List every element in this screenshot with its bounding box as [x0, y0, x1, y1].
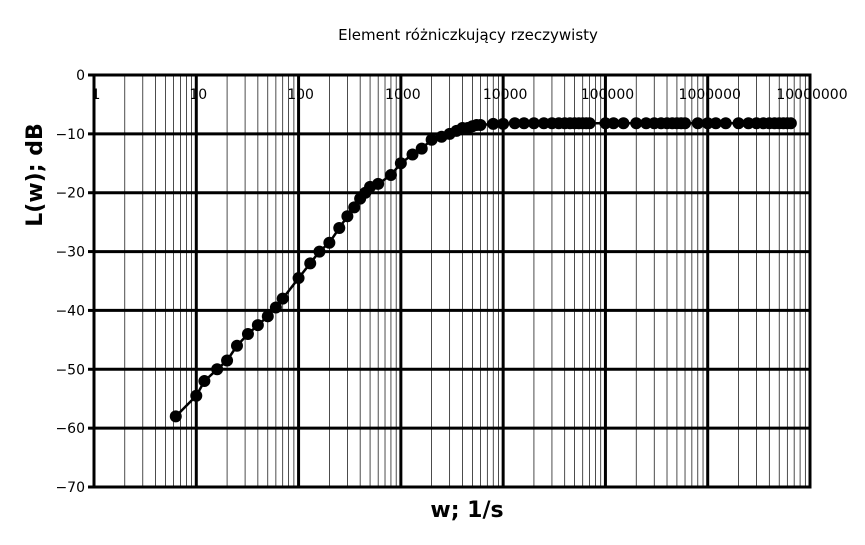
x-tick-label: 10000000: [776, 87, 847, 103]
data-point: [241, 327, 254, 340]
data-point: [583, 117, 596, 130]
chart-title: Element różniczkujący rzeczywisty: [338, 26, 598, 44]
data-point: [384, 169, 397, 182]
tick-labels: 0 −10 −20 −30 −40 −50 −60 −70 1 10 100 1000 10000 100…: [55, 68, 847, 496]
data-point: [394, 157, 407, 170]
y-axis-label: L(w); dB: [23, 123, 48, 226]
y-tick-label: 0: [76, 68, 85, 84]
x-tick-label: 1000: [385, 87, 421, 103]
data-point: [527, 117, 540, 130]
x-tick-label: 100: [287, 87, 314, 103]
data-point: [211, 363, 224, 376]
data-point: [221, 354, 234, 367]
x-tick-label: 1: [92, 87, 101, 103]
y-tick-label: −30: [55, 245, 85, 261]
data-point: [617, 117, 630, 130]
y-tick-label: −50: [55, 362, 85, 378]
data-point: [630, 117, 643, 130]
data-point: [415, 142, 428, 155]
data-point: [691, 117, 704, 130]
x-tick-label: 1000000: [679, 87, 741, 103]
data-point: [190, 389, 203, 402]
data-point: [372, 177, 385, 190]
data-point: [497, 117, 510, 130]
data-point: [732, 117, 745, 130]
data-point: [292, 272, 305, 285]
data-point: [348, 201, 361, 214]
data-point: [518, 117, 531, 130]
data-point: [313, 245, 326, 258]
data-point: [261, 310, 274, 323]
data-point: [487, 117, 500, 130]
data-point: [198, 375, 211, 388]
data-point: [406, 148, 419, 161]
grid: [88, 73, 812, 489]
y-tick-label: −60: [55, 421, 85, 437]
plot-border: [92, 73, 812, 489]
data-point: [508, 117, 521, 130]
data-point: [784, 117, 797, 130]
data-point: [276, 292, 289, 305]
data-point: [709, 117, 722, 130]
x-axis-label: w; 1/s: [430, 498, 503, 523]
data-point: [323, 236, 336, 249]
y-tick-label: −20: [55, 186, 85, 202]
data-point: [679, 117, 692, 130]
data-point: [304, 257, 317, 270]
y-tick-label: −70: [55, 480, 85, 496]
y-tick-label: −40: [55, 303, 85, 319]
data-point: [269, 301, 282, 314]
data-point: [719, 117, 732, 130]
data-point: [230, 339, 243, 352]
x-tick-label: 10000: [483, 87, 528, 103]
data-point: [333, 222, 346, 235]
x-tick-label: 100000: [581, 87, 634, 103]
data-series: [169, 117, 797, 423]
y-tick-label: −10: [55, 127, 85, 143]
data-point: [425, 133, 438, 146]
data-point: [169, 410, 182, 423]
data-point: [474, 119, 487, 132]
data-point: [607, 117, 620, 130]
x-tick-label: 10: [189, 87, 207, 103]
data-point: [341, 210, 354, 223]
data-point: [251, 319, 264, 332]
